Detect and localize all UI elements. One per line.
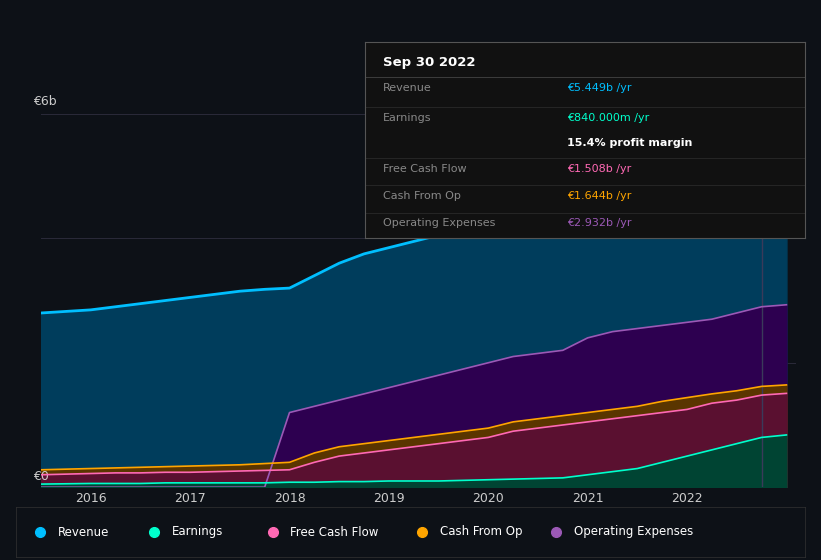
Text: €1.644b /yr: €1.644b /yr: [567, 191, 632, 201]
Text: €1.508b /yr: €1.508b /yr: [567, 164, 631, 174]
Text: Revenue: Revenue: [57, 525, 108, 539]
Text: 15.4% profit margin: 15.4% profit margin: [567, 138, 693, 148]
Text: Cash From Op: Cash From Op: [383, 191, 461, 201]
Text: Sep 30 2022: Sep 30 2022: [383, 56, 475, 69]
Text: Earnings: Earnings: [172, 525, 223, 539]
Text: €5.449b /yr: €5.449b /yr: [567, 83, 632, 93]
Text: Earnings: Earnings: [383, 113, 431, 123]
Text: €840.000m /yr: €840.000m /yr: [567, 113, 649, 123]
Text: Operating Expenses: Operating Expenses: [383, 218, 495, 228]
Text: Revenue: Revenue: [383, 83, 432, 93]
Text: €0: €0: [34, 470, 49, 483]
Text: Free Cash Flow: Free Cash Flow: [383, 164, 466, 174]
Text: Operating Expenses: Operating Expenses: [574, 525, 693, 539]
Text: Free Cash Flow: Free Cash Flow: [290, 525, 378, 539]
Text: €6b: €6b: [34, 95, 57, 108]
Text: Cash From Op: Cash From Op: [440, 525, 522, 539]
Text: €2.932b /yr: €2.932b /yr: [567, 218, 632, 228]
